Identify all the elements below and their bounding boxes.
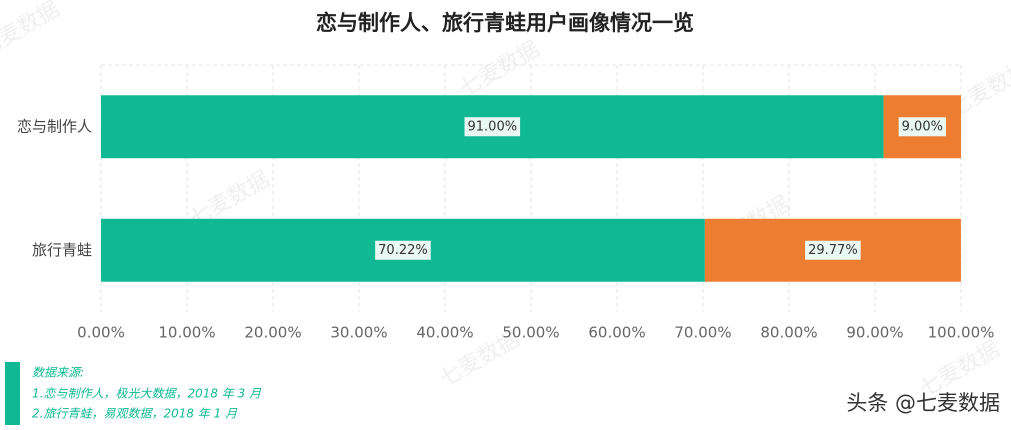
value-label-box <box>375 240 431 260</box>
note: 2.旅行青蛙，易观数据，2018 年 1 月 <box>32 407 238 421</box>
y-tick-label: 旅行青蛙 <box>32 241 92 259</box>
note: 1.恋与制作人，极光大数据，2018 年 3 月 <box>32 387 262 401</box>
value-label-text: 29.77% <box>808 243 858 258</box>
x-tick-label: 90.00% <box>846 324 903 342</box>
value-label: 91.00% <box>464 117 521 137</box>
x-tick-label: 60.00% <box>588 324 645 342</box>
x-tick-label: 10.00% <box>158 324 215 342</box>
x-tick-label: 70.00% <box>674 324 731 342</box>
value-label-box <box>805 240 861 260</box>
value-label-box <box>464 117 521 137</box>
x-tick-label: 50.00% <box>502 324 559 342</box>
value-label-text: 91.00% <box>468 119 518 134</box>
y-tick-label: 恋与制作人 <box>17 117 92 135</box>
note: 数据来源: <box>32 366 84 380</box>
value-label-text: 9.00% <box>902 119 943 134</box>
footer: 头条 @七麦数据 <box>846 391 1000 415</box>
value-label: 29.77% <box>805 240 861 260</box>
x-tick-label: 30.00% <box>330 324 387 342</box>
value-label: 70.22% <box>375 240 431 260</box>
notes-bar <box>5 362 20 425</box>
value-label-text: 70.22% <box>378 243 428 258</box>
x-tick-label: 40.00% <box>416 324 473 342</box>
x-tick-label: 20.00% <box>244 324 301 342</box>
chart-title: 恋与制作人、旅行青蛙用户画像情况一览 <box>316 11 694 35</box>
x-tick-label: 80.00% <box>760 324 817 342</box>
value-label: 9.00% <box>898 117 946 137</box>
x-tick-label: 0.00% <box>77 324 125 342</box>
watermark: 七麦数据 <box>455 37 544 103</box>
value-label-box <box>898 117 946 137</box>
watermark: 七麦数据 <box>0 0 64 62</box>
x-tick-label: 100.00% <box>928 324 995 342</box>
